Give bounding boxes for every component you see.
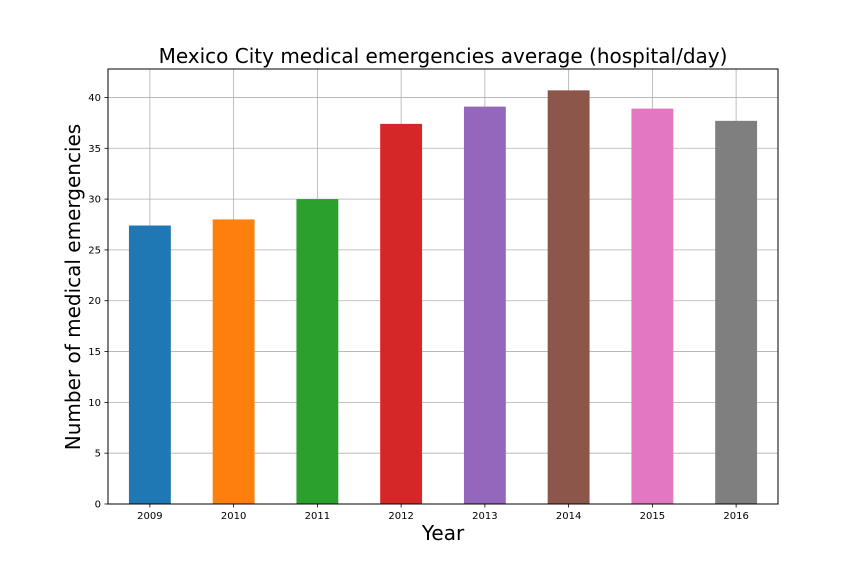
y-tick-label: 35 — [88, 144, 101, 155]
bar-2014 — [547, 90, 590, 505]
bars — [128, 90, 758, 505]
y-tick-label: 0 — [95, 500, 101, 511]
plot-frame — [107, 68, 779, 505]
y-axis-ticks: 0 5 10 15 20 25 30 35 40 — [88, 93, 108, 511]
x-tick-label: 2015 — [640, 511, 665, 522]
y-tick-label: 15 — [88, 347, 101, 358]
y-tick-label: 40 — [88, 93, 101, 104]
plot-area-background — [108, 69, 778, 504]
x-tick-label: 2011 — [305, 511, 330, 522]
x-tick-label: 2010 — [221, 511, 246, 522]
y-tick-label: 20 — [88, 296, 101, 307]
y-axis-title: Number of medical emergencies — [61, 124, 85, 450]
x-axis-title: Year — [421, 521, 465, 545]
bar-2012 — [380, 123, 423, 504]
bar-2013 — [463, 106, 506, 505]
chart-title: Mexico City medical emergencies average … — [159, 44, 728, 68]
x-tick-label: 2012 — [388, 511, 413, 522]
x-tick-label: 2009 — [137, 511, 162, 522]
bar-2010 — [212, 219, 255, 504]
bar-2009 — [128, 225, 171, 505]
y-tick-label: 30 — [88, 195, 101, 206]
bar-2015 — [631, 108, 674, 504]
y-tick-label: 25 — [88, 245, 101, 256]
y-tick-label: 10 — [88, 398, 101, 409]
bar-2011 — [296, 199, 339, 505]
x-tick-label: 2016 — [723, 511, 748, 522]
x-tick-label: 2014 — [556, 511, 581, 522]
x-axis-ticks: 2009 2010 2011 2012 2013 2014 2015 2016 — [137, 504, 749, 522]
x-tick-label: 2013 — [472, 511, 497, 522]
y-tick-label: 5 — [95, 449, 101, 460]
bar-2016 — [715, 120, 758, 505]
